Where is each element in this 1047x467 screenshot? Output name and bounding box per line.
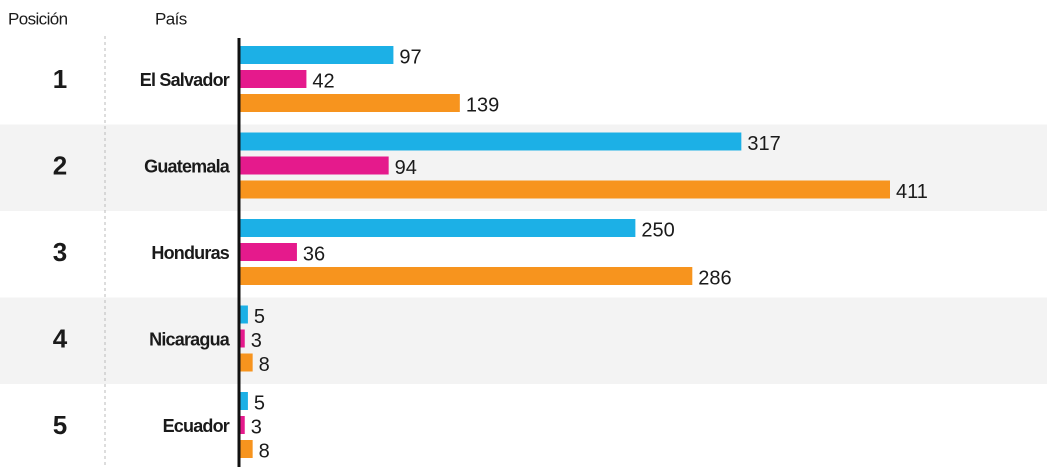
bar [240,156,389,175]
position-label: 4 [53,324,68,354]
bar [240,329,245,348]
position-label: 1 [53,64,67,94]
value-label: 42 [312,70,334,92]
country-label: Ecuador [163,416,230,436]
bar [240,180,890,199]
country-label: Guatemala [144,157,231,177]
value-label: 286 [698,267,731,289]
country-label: Honduras [151,243,229,263]
value-label: 5 [254,392,265,414]
value-label: 317 [747,133,780,155]
value-label: 97 [399,46,421,68]
bar [240,416,245,434]
value-label: 411 [896,181,928,203]
bar [240,392,248,410]
position-label: 3 [53,237,67,267]
position-label: 2 [53,151,67,181]
country-header: País [155,9,187,28]
bar [240,243,297,261]
value-label: 36 [303,243,325,265]
bar [240,94,460,112]
bar [240,440,253,458]
value-label: 8 [259,354,270,376]
bar [240,132,742,151]
value-label: 5 [254,306,265,328]
position-label: 5 [53,410,67,440]
value-label: 250 [641,219,674,241]
value-label: 139 [466,94,499,116]
value-label: 3 [251,416,262,438]
bar [240,267,693,285]
row-band [0,297,1047,384]
position-header: Posición [8,9,68,28]
bar [240,305,248,324]
bar [240,70,307,88]
bar [240,219,636,237]
value-label: 3 [251,330,262,352]
bar [240,353,253,372]
bar [240,46,394,64]
country-label: Nicaragua [149,330,231,350]
country-label: El Salvador [140,70,230,90]
value-label: 8 [259,440,270,462]
value-label: 94 [395,157,417,179]
